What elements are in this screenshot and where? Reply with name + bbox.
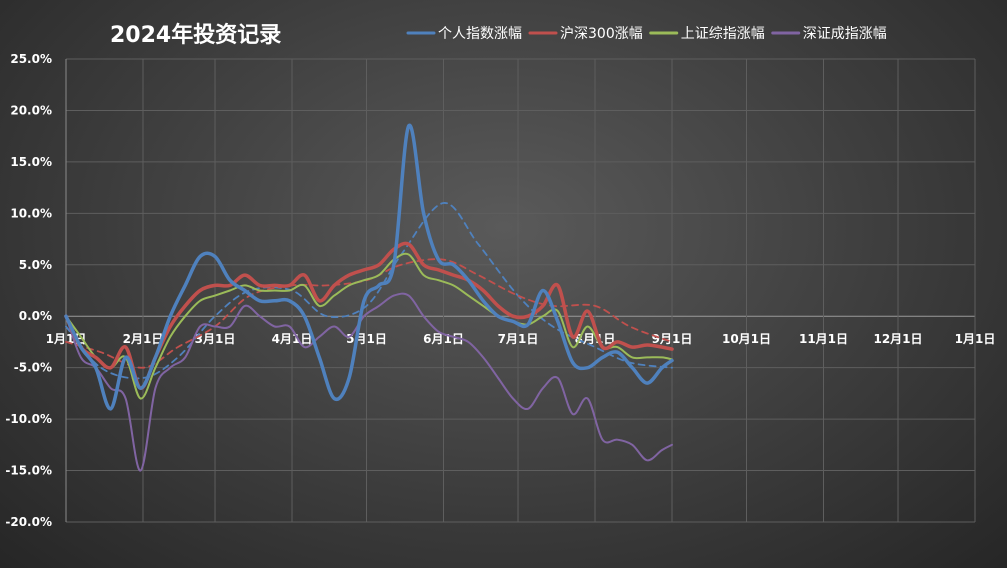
x-tick-label: 1月1日	[955, 332, 996, 346]
x-tick-label: 9月1日	[652, 332, 693, 346]
x-tick-label: 12月1日	[873, 332, 922, 346]
x-tick-label: 11月1日	[799, 332, 848, 346]
x-tick-label: 10月1日	[722, 332, 771, 346]
series-line	[65, 292, 673, 472]
y-tick-label: -5.0%	[14, 361, 52, 375]
y-tick-label: 10.0%	[10, 206, 52, 220]
legend-label: 沪深300涨幅	[560, 26, 643, 42]
x-tick-label: 6月1日	[423, 332, 464, 346]
series-line	[65, 252, 673, 400]
legend-label: 个人指数涨幅	[438, 26, 522, 42]
y-tick-label: 25.0%	[10, 52, 52, 66]
series-layer	[64, 123, 674, 472]
y-tick-label: -20.0%	[5, 515, 52, 529]
x-tick-label: 8月1日	[575, 332, 616, 346]
x-tick-label: 2月1日	[123, 332, 164, 346]
y-tick-label: -15.0%	[5, 464, 52, 478]
series-line	[64, 241, 674, 390]
x-tick-label: 7月1日	[498, 332, 539, 346]
y-tick-label: 20.0%	[10, 103, 52, 117]
legend: 个人指数涨幅 沪深300涨幅 上证综指涨幅 深证成指涨幅	[406, 26, 887, 42]
y-tick-label: 0.0%	[19, 309, 52, 323]
x-tick-label: 3月1日	[195, 332, 236, 346]
y-tick-label: -10.0%	[5, 412, 52, 426]
y-tick-label: 5.0%	[19, 258, 52, 272]
x-axis-tick-labels: 1月1日 2月1日 3月1日 4月1日 5月1日 6月1日 7月1日 8月1日 9月1日 10月1…	[46, 332, 996, 346]
chart-title: 2024年投资记录	[110, 22, 281, 48]
y-tick-label: 15.0%	[10, 155, 52, 169]
legend-label: 上证综指涨幅	[681, 26, 765, 42]
y-axis-tick-labels: 25.0% 20.0% 15.0% 10.0% 5.0% 0.0% -5.0% -10.0% -…	[5, 52, 52, 529]
legend-label: 深证成指涨幅	[803, 26, 887, 42]
series-line	[64, 123, 674, 411]
x-tick-label: 4月1日	[272, 332, 313, 346]
